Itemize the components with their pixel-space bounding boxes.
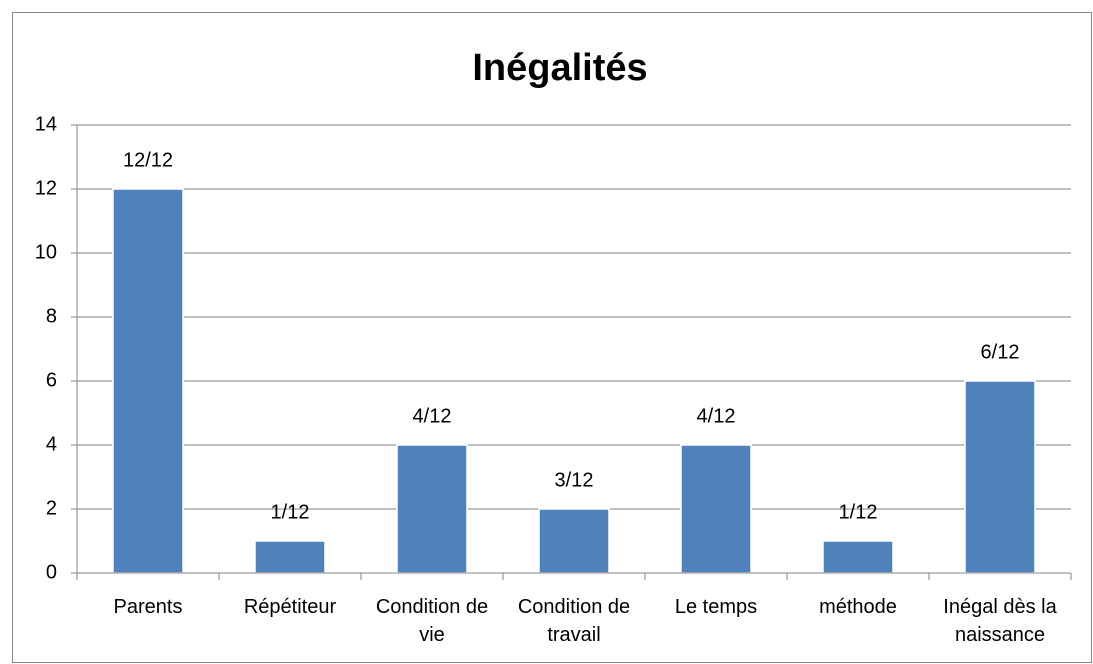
y-tick-label: 10 <box>35 241 57 263</box>
bar <box>396 444 468 574</box>
y-tick-label: 12 <box>35 177 57 199</box>
value-label: 4/12 <box>697 405 736 427</box>
x-tick-label: Condition de vie <box>375 596 489 646</box>
y-tick-label: 2 <box>46 497 57 519</box>
x-tick-label: Répétiteur <box>243 596 337 618</box>
bar <box>112 188 184 574</box>
y-tick-label: 0 <box>46 561 57 583</box>
x-tick-label: méthode <box>819 596 897 618</box>
bar <box>964 380 1036 574</box>
x-tick-label: Parents <box>113 596 183 618</box>
value-label: 1/12 <box>839 501 878 523</box>
value-label: 4/12 <box>413 405 452 427</box>
value-label: 1/12 <box>271 501 310 523</box>
x-tick-label: Inégal dès la naissance <box>943 596 1057 646</box>
y-tick-label: 8 <box>46 305 57 327</box>
y-tick-label: 6 <box>46 369 57 391</box>
value-label: 12/12 <box>123 149 173 171</box>
bar <box>538 508 610 574</box>
value-label: 6/12 <box>981 341 1020 363</box>
x-tick-label: Le temps <box>674 596 758 618</box>
bar <box>680 444 752 574</box>
value-label: 3/12 <box>555 469 594 491</box>
chart-title: Inégalités <box>472 47 647 89</box>
bar <box>254 540 326 574</box>
y-tick-label: 14 <box>35 113 57 135</box>
bar <box>822 540 894 574</box>
y-tick-label: 4 <box>46 433 57 455</box>
x-tick-label: Condition de travail <box>517 596 631 646</box>
